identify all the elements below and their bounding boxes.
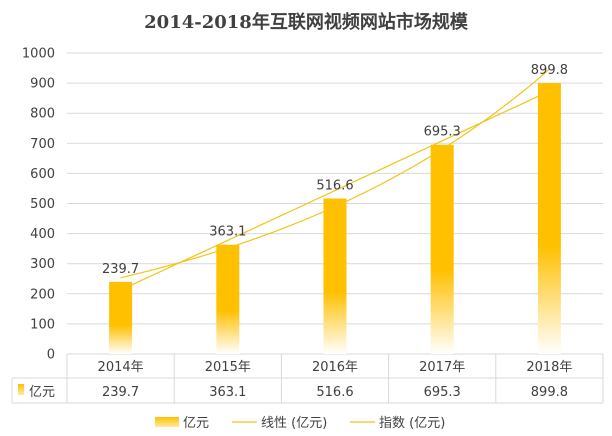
category-label: 2014年 <box>98 360 144 375</box>
table-value: 363.1 <box>209 385 246 400</box>
category-label: 2016年 <box>312 360 358 375</box>
table-value: 516.6 <box>316 385 353 400</box>
y-tick-label: 600 <box>30 167 55 182</box>
y-tick-label: 500 <box>30 197 55 212</box>
data-label: 516.6 <box>316 179 353 194</box>
y-tick-label: 900 <box>30 77 55 92</box>
trendlines <box>120 68 550 291</box>
data-labels: 239.7 363.1 516.6 695.3 899.8 <box>102 63 568 277</box>
data-label: 239.7 <box>102 262 139 277</box>
legend: 亿元 线性 (亿元) 指数 (亿元) <box>155 416 445 431</box>
table-value: 239.7 <box>102 385 139 400</box>
legend-label: 线性 (亿元) <box>261 416 327 431</box>
legend-label: 亿元 <box>183 416 209 431</box>
y-tick-label: 0 <box>47 348 55 363</box>
bar <box>537 83 561 354</box>
y-tick-label: 700 <box>30 137 55 152</box>
legend-bar-swatch <box>155 417 179 427</box>
y-tick-label: 800 <box>30 107 55 122</box>
y-tick-label: 100 <box>30 317 55 332</box>
chart-title: 2014-2018年互联网视频网站市场规模 <box>144 11 469 33</box>
bar <box>323 198 347 354</box>
data-label: 899.8 <box>531 63 568 78</box>
table-series-swatch <box>18 384 24 395</box>
y-tick-label: 200 <box>30 287 55 302</box>
y-tick-label: 300 <box>30 257 55 272</box>
exponential-trendline <box>120 68 550 279</box>
linear-trendline <box>120 90 550 291</box>
y-tick-label: 1000 <box>22 47 55 62</box>
data-label: 695.3 <box>424 125 461 140</box>
table-value: 899.8 <box>531 385 568 400</box>
data-label: 363.1 <box>209 225 246 240</box>
bars <box>109 83 561 354</box>
legend-label: 指数 (亿元) <box>379 416 445 431</box>
bar <box>430 144 454 354</box>
y-axis-ticks: 0 100 200 300 400 500 600 700 800 900 1000 <box>22 47 55 363</box>
category-label: 2017年 <box>419 360 465 375</box>
data-table: 2014年 239.7 2015年 363.1 2016年 516.6 2017年 695.3… <box>11 354 604 404</box>
category-label: 2018年 <box>526 360 572 375</box>
table-series-name: 亿元 <box>29 385 55 400</box>
category-label: 2015年 <box>205 360 251 375</box>
y-tick-label: 400 <box>30 227 55 242</box>
bar <box>109 281 133 354</box>
table-value: 695.3 <box>424 385 461 400</box>
bar <box>216 244 240 354</box>
